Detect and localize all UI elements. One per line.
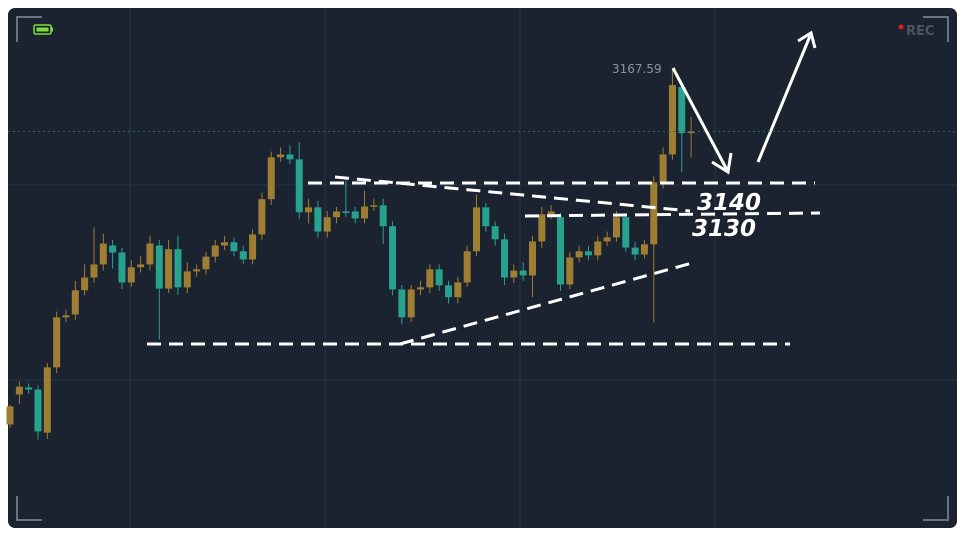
drawn-levels — [147, 175, 821, 346]
candle-body — [62, 315, 70, 318]
candle-body — [239, 251, 247, 260]
candle-body — [183, 271, 191, 288]
candle-body — [211, 245, 219, 257]
candle-body — [668, 85, 676, 155]
candle-body — [389, 226, 397, 290]
candle-body — [342, 211, 350, 213]
candle-body — [109, 245, 117, 253]
candle-body — [71, 290, 79, 315]
candle-body — [398, 289, 406, 318]
candle-body — [43, 367, 51, 433]
candle-body — [90, 264, 98, 278]
candle-body — [127, 267, 135, 283]
candle-body — [323, 217, 331, 232]
candle-body — [510, 270, 518, 278]
candle-body — [333, 211, 341, 218]
candle-body — [622, 217, 630, 248]
candle-body — [351, 211, 359, 219]
candle-body — [249, 234, 257, 260]
candle-body — [566, 257, 574, 285]
candle-body — [482, 207, 490, 227]
candle-body — [640, 244, 648, 255]
arrows — [671, 30, 817, 175]
candle-body — [361, 206, 369, 219]
candle-body — [650, 182, 658, 245]
candle-body — [491, 226, 499, 240]
candle-body — [556, 217, 564, 285]
candle-body — [277, 154, 285, 158]
candle-body — [314, 207, 322, 232]
candle-body — [230, 242, 238, 252]
candle-body — [137, 264, 145, 268]
battery-icon — [33, 24, 53, 35]
candle-body — [25, 387, 33, 390]
level-label: 3130 — [692, 216, 756, 242]
candle-body — [6, 406, 14, 425]
candle-body — [99, 243, 107, 265]
candle-body — [155, 245, 163, 289]
candle-body — [584, 251, 592, 256]
candle-body — [594, 241, 602, 256]
candles — [6, 69, 695, 440]
candle-body — [445, 285, 453, 298]
candle-body — [612, 217, 620, 238]
rec-dot — [898, 24, 904, 30]
candle-body — [500, 239, 508, 278]
candle-body — [15, 386, 23, 395]
candle-body — [174, 249, 182, 288]
candle-body — [519, 270, 527, 276]
candle-body — [81, 277, 89, 291]
candle-body — [146, 243, 154, 265]
candle-body — [202, 256, 210, 270]
candle-body — [687, 131, 695, 134]
candle-body — [34, 389, 42, 432]
corner-brackets — [16, 16, 949, 521]
candle-body — [370, 205, 378, 207]
candle-body — [575, 251, 583, 258]
candle-body — [165, 249, 173, 289]
candle-body — [463, 251, 471, 283]
candle-body — [286, 154, 294, 160]
chart-background — [8, 8, 957, 528]
candle-body — [193, 269, 201, 272]
candle-body — [631, 247, 639, 255]
candle-body — [603, 237, 611, 242]
rec-label: REC — [906, 24, 934, 39]
candle-body — [547, 211, 555, 215]
candle-body — [454, 282, 462, 298]
candle-body — [473, 207, 480, 252]
candle-body — [426, 269, 434, 288]
candle-body — [407, 289, 415, 318]
candle-body — [538, 214, 546, 242]
candle-body — [118, 252, 126, 283]
level-label: 3140 — [697, 190, 761, 216]
candle-body — [678, 87, 686, 134]
candle-body — [295, 159, 303, 213]
candle-body — [267, 157, 275, 200]
candle-body — [417, 287, 425, 290]
candle-body — [305, 207, 313, 213]
candle-body — [379, 205, 387, 227]
candle-body — [258, 199, 266, 235]
candle-body — [53, 317, 61, 368]
candle-body — [435, 269, 443, 286]
candle-body — [659, 154, 667, 183]
high-price-label: 3167.59 — [612, 62, 662, 76]
candle-body — [528, 241, 536, 276]
candle-body — [221, 242, 229, 246]
